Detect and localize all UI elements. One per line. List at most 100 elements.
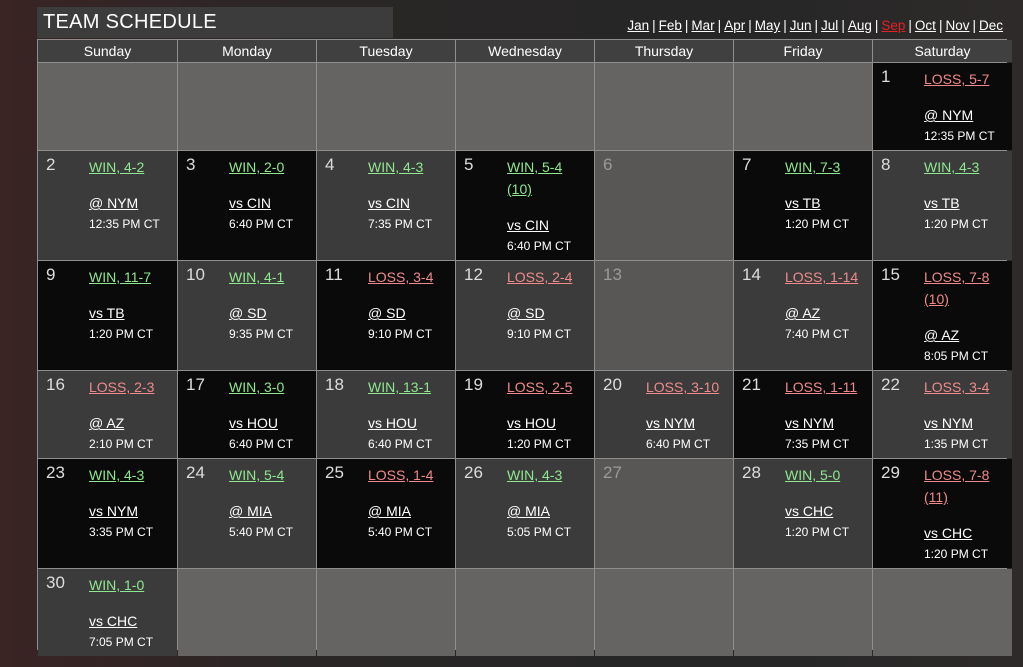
day-cell-30[interactable]: 30 WIN, 1-0 vs CHC 7:05 PM CT bbox=[38, 569, 177, 656]
game-result-link[interactable]: WIN, 13-1 bbox=[368, 379, 432, 395]
month-link-sep[interactable]: Sep bbox=[881, 18, 906, 33]
day-cell-21[interactable]: 21 LOSS, 1-11 vs NYM 7:35 PM CT bbox=[734, 371, 872, 458]
opponent-link[interactable]: vs CHC bbox=[785, 503, 834, 519]
opponent-link[interactable]: vs NYM bbox=[89, 503, 138, 519]
day-cell-17[interactable]: 17 WIN, 3-0 vs HOU 6:40 PM CT bbox=[178, 371, 316, 458]
day-cell-26[interactable]: 26 WIN, 4-3 @ MIA 5:05 PM CT bbox=[456, 459, 594, 568]
day-cell-15[interactable]: 15 LOSS, 7-8 (10) @ AZ 8:05 PM CT bbox=[873, 261, 1012, 370]
game-result-link[interactable]: LOSS, 2-5 bbox=[507, 379, 573, 395]
opponent-link[interactable]: @ MIA bbox=[368, 503, 411, 519]
day-cell-29[interactable]: 29 LOSS, 7-8 (11) vs CHC 1:20 PM CT bbox=[873, 459, 1012, 568]
game-result-link[interactable]: WIN, 4-3 bbox=[368, 159, 424, 175]
game-result-link[interactable]: LOSS, 1-14 bbox=[785, 269, 859, 285]
game-result-link[interactable]: WIN, 7-3 bbox=[785, 159, 841, 175]
game-result-link[interactable]: LOSS, 5-7 bbox=[924, 71, 990, 87]
opponent-link[interactable]: vs CIN bbox=[507, 217, 549, 233]
opponent-link[interactable]: @ AZ bbox=[785, 305, 821, 321]
game-result-link[interactable]: WIN, 5-4 bbox=[229, 467, 285, 483]
opponent-link[interactable]: @ MIA bbox=[507, 503, 550, 519]
day-cell-3[interactable]: 3 WIN, 2-0 vs CIN 6:40 PM CT bbox=[178, 151, 316, 260]
game-result-link[interactable]: LOSS, 7-8 (10) bbox=[924, 269, 990, 307]
opponent-link[interactable]: vs HOU bbox=[229, 415, 278, 431]
month-link-jun[interactable]: Jun bbox=[789, 18, 812, 33]
game-result-link[interactable]: LOSS, 1-11 bbox=[785, 379, 858, 395]
day-cell-20[interactable]: 20 LOSS, 3-10 vs NYM 6:40 PM CT bbox=[595, 371, 733, 458]
day-cell-19[interactable]: 19 LOSS, 2-5 vs HOU 1:20 PM CT bbox=[456, 371, 594, 458]
opponent-link[interactable]: @ AZ bbox=[924, 327, 960, 343]
opponent-link[interactable]: @ AZ bbox=[89, 415, 125, 431]
game-result-link[interactable]: LOSS, 3-10 bbox=[646, 379, 720, 395]
month-link-jul[interactable]: Jul bbox=[821, 18, 839, 33]
day-cell-12[interactable]: 12 LOSS, 2-4 @ SD 9:10 PM CT bbox=[456, 261, 594, 370]
opponent-link[interactable]: @ SD bbox=[229, 305, 267, 321]
day-cell-23[interactable]: 23 WIN, 4-3 vs NYM 3:35 PM CT bbox=[38, 459, 177, 568]
day-cell-28[interactable]: 28 WIN, 5-0 vs CHC 1:20 PM CT bbox=[734, 459, 872, 568]
month-link-nov[interactable]: Nov bbox=[945, 18, 970, 33]
game-result-link[interactable]: WIN, 4-1 bbox=[229, 269, 285, 285]
day-number: 8 bbox=[881, 155, 891, 174]
opponent-link[interactable]: vs NYM bbox=[646, 415, 695, 431]
day-cell-24[interactable]: 24 WIN, 5-4 @ MIA 5:40 PM CT bbox=[178, 459, 316, 568]
weekday-header-sunday: Sunday bbox=[38, 40, 177, 62]
month-link-dec[interactable]: Dec bbox=[978, 18, 1003, 33]
day-cell-4[interactable]: 4 WIN, 4-3 vs CIN 7:35 PM CT bbox=[317, 151, 455, 260]
day-number: 6 bbox=[603, 155, 613, 174]
day-cell-16[interactable]: 16 LOSS, 2-3 @ AZ 2:10 PM CT bbox=[38, 371, 177, 458]
opponent-link[interactable]: vs CHC bbox=[89, 613, 138, 629]
game-result-link[interactable]: LOSS, 3-4 bbox=[368, 269, 434, 285]
opponent-link[interactable]: @ SD bbox=[507, 305, 545, 321]
day-cell-8[interactable]: 8 WIN, 4-3 vs TB 1:20 PM CT bbox=[873, 151, 1012, 260]
opponent-link[interactable]: vs HOU bbox=[368, 415, 417, 431]
month-link-mar[interactable]: Mar bbox=[691, 18, 715, 33]
opponent-link[interactable]: @ MIA bbox=[229, 503, 272, 519]
opponent-link[interactable]: vs CIN bbox=[229, 195, 271, 211]
day-cell-22[interactable]: 22 LOSS, 3-4 vs NYM 1:35 PM CT bbox=[873, 371, 1012, 458]
game-result-link[interactable]: WIN, 11-7 bbox=[89, 269, 151, 285]
opponent-link[interactable]: vs NYM bbox=[924, 415, 973, 431]
game-time: 5:40 PM CT bbox=[229, 525, 294, 539]
game-time: 5:05 PM CT bbox=[507, 525, 572, 539]
game-result-link[interactable]: WIN, 1-0 bbox=[89, 577, 145, 593]
month-link-apr[interactable]: Apr bbox=[724, 18, 746, 33]
game-result-link[interactable]: WIN, 4-2 bbox=[89, 159, 145, 175]
month-separator: | bbox=[938, 18, 943, 33]
day-cell-7[interactable]: 7 WIN, 7-3 vs TB 1:20 PM CT bbox=[734, 151, 872, 260]
month-link-may[interactable]: May bbox=[754, 18, 781, 33]
day-cell-25[interactable]: 25 LOSS, 1-4 @ MIA 5:40 PM CT bbox=[317, 459, 455, 568]
day-cell-1[interactable]: 1 LOSS, 5-7 @ NYM 12:35 PM CT bbox=[873, 63, 1012, 150]
game-result-link[interactable]: LOSS, 1-4 bbox=[368, 467, 434, 483]
day-cell-18[interactable]: 18 WIN, 13-1 vs HOU 6:40 PM CT bbox=[317, 371, 455, 458]
day-cell-10[interactable]: 10 WIN, 4-1 @ SD 9:35 PM CT bbox=[178, 261, 316, 370]
opponent-link[interactable]: vs TB bbox=[924, 195, 960, 211]
game-result-link[interactable]: WIN, 5-4 (10) bbox=[507, 159, 563, 197]
game-result-link[interactable]: WIN, 4-3 bbox=[507, 467, 563, 483]
opponent-link[interactable]: vs CIN bbox=[368, 195, 410, 211]
day-cell-9[interactable]: 9 WIN, 11-7 vs TB 1:20 PM CT bbox=[38, 261, 177, 370]
opponent-link[interactable]: @ NYM bbox=[89, 195, 139, 211]
opponent-link[interactable]: @ NYM bbox=[924, 107, 974, 123]
game-result-link[interactable]: LOSS, 2-3 bbox=[89, 379, 155, 395]
day-cell-14[interactable]: 14 LOSS, 1-14 @ AZ 7:40 PM CT bbox=[734, 261, 872, 370]
opponent-link[interactable]: vs CHC bbox=[924, 525, 973, 541]
game-result-link[interactable]: WIN, 4-3 bbox=[924, 159, 980, 175]
game-result-link[interactable]: WIN, 5-0 bbox=[785, 467, 841, 483]
opponent-link[interactable]: @ SD bbox=[368, 305, 406, 321]
day-number: 12 bbox=[464, 265, 483, 284]
opponent-link[interactable]: vs TB bbox=[785, 195, 821, 211]
game-result-link[interactable]: WIN, 4-3 bbox=[89, 467, 145, 483]
game-result-link[interactable]: WIN, 2-0 bbox=[229, 159, 285, 175]
day-cell-2[interactable]: 2 WIN, 4-2 @ NYM 12:35 PM CT bbox=[38, 151, 177, 260]
opponent-link[interactable]: vs HOU bbox=[507, 415, 556, 431]
month-link-aug[interactable]: Aug bbox=[847, 18, 872, 33]
month-link-jan[interactable]: Jan bbox=[627, 18, 650, 33]
game-result-link[interactable]: LOSS, 3-4 bbox=[924, 379, 990, 395]
opponent-link[interactable]: vs NYM bbox=[785, 415, 834, 431]
opponent-link[interactable]: vs TB bbox=[89, 305, 125, 321]
game-result-link[interactable]: LOSS, 2-4 bbox=[507, 269, 573, 285]
game-result-link[interactable]: LOSS, 7-8 (11) bbox=[924, 467, 990, 505]
day-cell-5[interactable]: 5 WIN, 5-4 (10) vs CIN 6:40 PM CT bbox=[456, 151, 594, 260]
game-result-link[interactable]: WIN, 3-0 bbox=[229, 379, 285, 395]
month-link-oct[interactable]: Oct bbox=[914, 18, 936, 33]
month-link-feb[interactable]: Feb bbox=[658, 18, 682, 33]
day-cell-11[interactable]: 11 LOSS, 3-4 @ SD 9:10 PM CT bbox=[317, 261, 455, 370]
